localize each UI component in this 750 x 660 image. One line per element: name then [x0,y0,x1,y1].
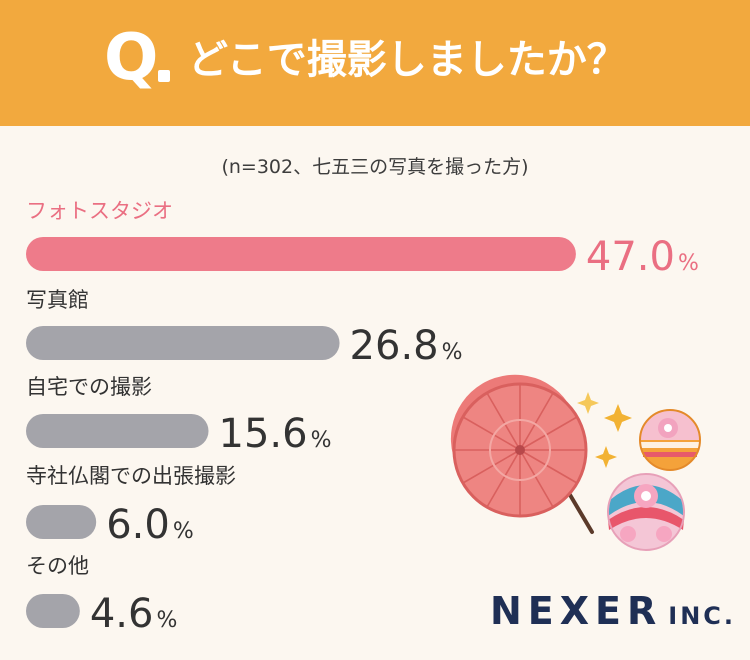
parasol-illustration [450,374,594,534]
category-label: 寺社仏閣での出張撮影 [26,464,236,488]
value-label: 26.8% [350,323,463,369]
temari-ball-illustration [639,409,701,471]
nexer-logo: NEXER INC. [490,592,736,630]
q-dot [158,70,170,82]
logo-suffix: INC. [668,602,737,630]
value-label: 4.6% [90,591,178,637]
value-label: 47.0% [586,234,699,280]
bar [26,326,340,360]
logo-name: NEXER [490,589,663,633]
value-label: 6.0% [106,502,194,548]
category-label: 写真館 [26,288,89,312]
question-title: どこで撮影しましたか？ [188,37,627,83]
value-label: 15.6% [219,411,332,457]
bar [26,237,576,271]
q-mark: Q [104,21,159,95]
category-label: その他 [26,554,89,578]
question-header: Q どこで撮影しましたか？ [0,0,750,126]
temari-ball-illustration-large [607,473,685,551]
bar [26,505,97,539]
sample-note: (n=302、七五三の写真を撮った方) [221,156,529,178]
category-label: フォトスタジオ [26,199,173,223]
category-label: 自宅での撮影 [26,375,152,399]
bar [26,594,80,628]
bar [26,414,209,448]
sparkle-icon [577,392,632,468]
